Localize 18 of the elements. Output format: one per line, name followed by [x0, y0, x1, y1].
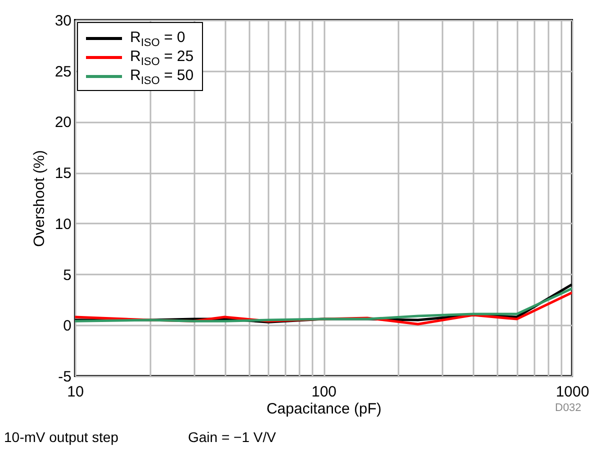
x-axis-title: Capacitance (pF) — [266, 400, 382, 418]
y-tick-label: -5 — [58, 368, 72, 386]
legend-label: R$_{ISO}$ = 50 — [130, 66, 194, 86]
x-tick-label: 100 — [311, 384, 337, 400]
legend-label: R$_{ISO}$ = 25 — [130, 48, 194, 68]
legend-label: R$_{ISO}$ = 0 — [130, 28, 186, 48]
y-tick-label: 20 — [54, 114, 72, 132]
y-tick-label: 30 — [54, 12, 72, 30]
y-tick-label: 10 — [54, 216, 72, 233]
y-tick-label: 0 — [63, 318, 72, 335]
y-tick-label: 5 — [63, 266, 72, 284]
text: 10-mV output step — [4, 429, 118, 445]
text: D032 — [555, 402, 582, 414]
x-tick-label: 1000 — [556, 384, 590, 400]
y-tick-label: 15 — [54, 165, 72, 182]
y-axis-title: Overshoot (%) — [30, 150, 48, 247]
text: Gain = −1 V/V — [188, 429, 276, 445]
y-tick-label: 25 — [54, 63, 72, 80]
